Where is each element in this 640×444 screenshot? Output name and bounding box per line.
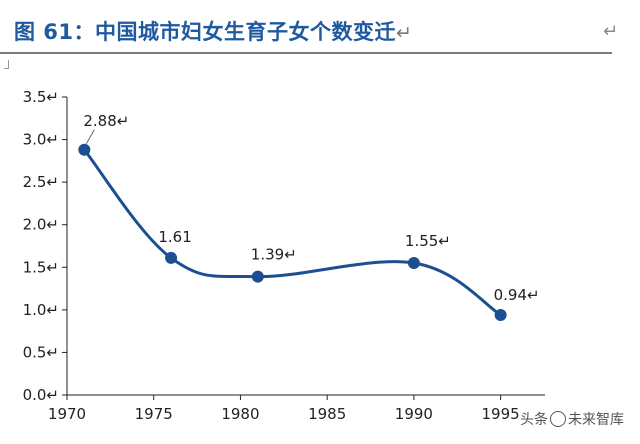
corner-return-mark: ↵ bbox=[603, 21, 619, 42]
title-return-mark: ↵ bbox=[396, 22, 413, 44]
header: 图 61：中国城市妇女生育子女个数变迁↵ ↵ bbox=[0, 0, 640, 70]
x-tick-label: 1980 bbox=[221, 405, 259, 423]
x-tick-label: 1985 bbox=[308, 405, 346, 423]
y-tick-label: 3.5↵ bbox=[23, 88, 59, 106]
data-labels: 2.88↵ 1.61 1.39↵ 1.55↵ 0.94↵ bbox=[83, 112, 539, 304]
corner-bracket bbox=[4, 60, 9, 69]
chart-axes: 0.0↵ 0.5↵ 1.0↵ 1.5↵ 2.0↵ 2.5↵ 3.0↵ 3.5↵ 1970 1975… bbox=[23, 88, 545, 423]
data-label: 1.55↵ bbox=[405, 232, 451, 250]
x-tick-label: 1990 bbox=[395, 405, 433, 423]
data-label: 2.88↵ bbox=[83, 112, 129, 130]
y-tick-label: 1.5↵ bbox=[23, 258, 59, 276]
x-tick-label: 1995 bbox=[482, 405, 520, 423]
y-tick-label: 0.5↵ bbox=[23, 343, 59, 361]
watermark-logo-icon bbox=[550, 411, 566, 427]
y-tick-label: 2.5↵ bbox=[23, 173, 59, 191]
data-points bbox=[78, 143, 507, 321]
title-text: 图 61：中国城市妇女生育子女个数变迁 bbox=[14, 20, 397, 44]
y-tick-label: 2.0↵ bbox=[23, 216, 59, 234]
page-title: 图 61：中国城市妇女生育子女个数变迁↵ bbox=[14, 16, 412, 46]
data-label: 1.39↵ bbox=[251, 246, 297, 264]
data-point bbox=[407, 257, 420, 270]
y-tick-label: 1.0↵ bbox=[23, 301, 59, 319]
data-point bbox=[494, 308, 507, 321]
data-point bbox=[78, 143, 91, 156]
y-tick-label: 0.0↵ bbox=[23, 386, 59, 404]
x-tick-label: 1975 bbox=[135, 405, 173, 423]
x-tick-label: 1970 bbox=[48, 405, 86, 423]
data-point bbox=[165, 251, 178, 264]
data-label: 1.61 bbox=[158, 228, 191, 246]
watermark-prefix: 头条 bbox=[520, 412, 548, 428]
data-label: 0.94↵ bbox=[494, 286, 540, 304]
y-tick-label: 3.0↵ bbox=[23, 131, 59, 149]
watermark: 头条 未来智库 bbox=[520, 409, 624, 429]
watermark-text: 未来智库 bbox=[568, 412, 624, 428]
label-leader-line bbox=[85, 129, 95, 145]
title-divider bbox=[0, 52, 612, 54]
data-point bbox=[251, 270, 264, 283]
